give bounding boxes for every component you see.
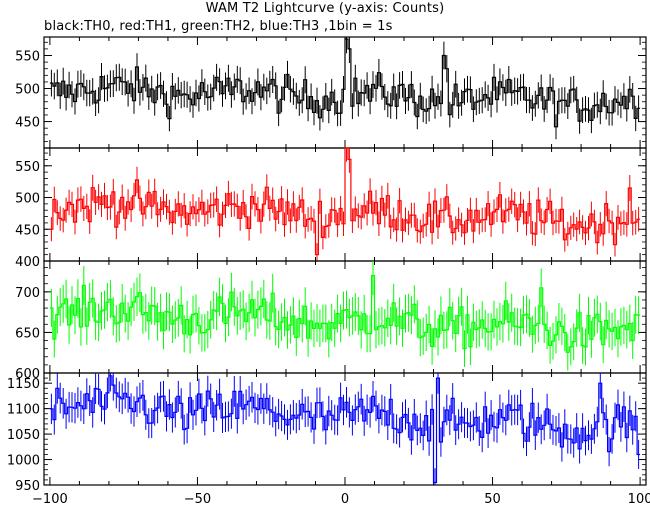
- ytick-label-TH3: 950: [15, 479, 40, 494]
- ytick-label-TH1: 450: [15, 223, 40, 238]
- ytick-label-TH3: 1100: [7, 403, 40, 418]
- ytick-label-TH1: 400: [15, 255, 40, 270]
- series-line-TH2: [49, 275, 641, 353]
- error-bars-TH2: [50, 261, 640, 371]
- series-TH2: [49, 261, 641, 371]
- series-TH3: [49, 373, 641, 485]
- xtick-label: 0: [341, 492, 349, 505]
- series-TH1: [49, 147, 641, 261]
- ytick-label-TH1: 550: [15, 160, 40, 175]
- error-bars-TH3: [50, 373, 640, 485]
- ytick-label-TH3: 1050: [7, 428, 40, 443]
- ytick-label-TH3: 1150: [7, 377, 40, 392]
- xtick-label: 50: [484, 492, 501, 505]
- ytick-label-TH3: 1000: [7, 454, 40, 469]
- xtick-label: 100: [628, 492, 650, 505]
- ytick-label-TH1: 500: [15, 192, 40, 207]
- chart-title: WAM T2 Lightcurve (y-axis: Counts): [205, 1, 445, 16]
- ytick-label-TH0: 450: [15, 116, 40, 131]
- xtick-label: −100: [32, 492, 68, 505]
- ytick-label-TH0: 500: [15, 83, 40, 98]
- xtick-label: −50: [184, 492, 211, 505]
- series-line-TH3: [49, 375, 641, 484]
- ytick-label-TH2: 650: [15, 326, 40, 341]
- series-TH0: [49, 37, 641, 140]
- ytick-label-TH2: 600: [15, 367, 40, 382]
- series-line-TH0: [49, 38, 641, 128]
- series-line-TH1: [49, 147, 641, 256]
- ytick-label-TH2: 700: [15, 286, 40, 301]
- ytick-label-TH0: 550: [15, 50, 40, 65]
- chart-subtitle: black:TH0, red:TH1, green:TH2, blue:TH3 …: [44, 19, 393, 34]
